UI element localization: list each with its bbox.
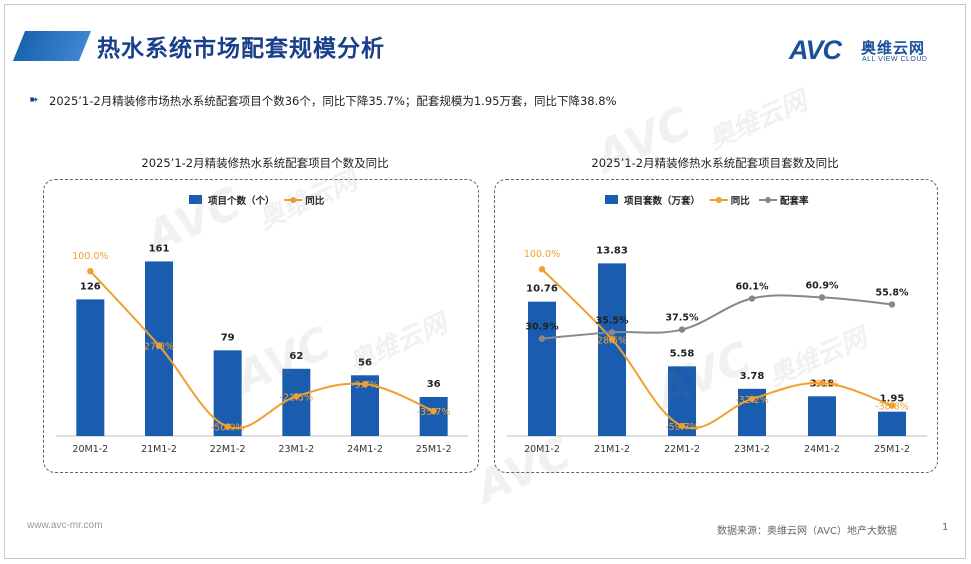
chart-1-yoy-point-22M1-2	[224, 423, 231, 430]
chart-1-yoy-point-20M1-2	[87, 268, 94, 275]
slide: 热水系统市场配套规模分析 AVC 奥维云网 ALL VIEW CLOUD ➽ 2…	[4, 4, 966, 559]
chart-2-x-tick-22M1-2: 22M1-2	[664, 444, 700, 455]
chart-2-ratio-label-20M1-2: 30.9%	[526, 322, 559, 333]
chart-2-ratio-label-23M1-2: 60.1%	[736, 282, 769, 293]
chart-1-legend-swatch-0	[189, 195, 202, 204]
chart-2-line-ratio	[541, 294, 893, 340]
chart-1-svg: 项目个数（个） 同比 126 20M1-2 161 21M1-2 79 22M1-2 62 23M…	[56, 195, 468, 455]
chart-2-line-yoy	[541, 268, 893, 429]
chart-2-ratio-point-20M1-2	[538, 335, 546, 342]
chart-2-x-tick-21M1-2: 21M1-2	[594, 444, 630, 455]
chart-1-x-tick-21M1-2: 21M1-2	[141, 444, 177, 455]
chart-2-yoy-label-24M1-2: -16.0%	[805, 379, 839, 390]
chart-2-bar-25M1-2	[878, 411, 906, 436]
chart-2-title: 2025’1-2月精装修热水系统配套项目套数及同比	[591, 156, 839, 170]
chart-1-yoy-point-21M1-2	[155, 342, 163, 349]
chart-2-bar-label-22M1-2: 5.58	[670, 348, 695, 359]
chart-1-yoy-point-23M1-2	[293, 393, 300, 400]
chart-1-yoy-label-23M1-2: -21.5%	[280, 392, 314, 403]
chart-1-yoy-label-22M1-2: -50.9%	[211, 423, 245, 434]
chart-1-yoy-label-24M1-2: -9.7%	[351, 380, 379, 391]
summary-text: 2025’1-2月精装修市场热水系统配套项目个数36个，同比下降35.7%；配套…	[49, 94, 617, 108]
chart-1-bar-20M1-2	[76, 299, 105, 436]
chart-2-yoy-label-21M1-2: 28.5%	[597, 335, 627, 346]
chart-2-legend-marker-1	[715, 197, 722, 203]
chart-1-legend-label-0: 项目个数（个）	[208, 195, 275, 207]
chart-2-bar-label-23M1-2: 3.78	[740, 371, 765, 382]
chart-1-bar-23M1-2	[282, 368, 311, 436]
logo-mark: AVC	[789, 35, 842, 65]
avc-logo: AVC 奥维云网 ALL VIEW CLOUD	[789, 35, 949, 75]
chart-2-ratio-label-24M1-2: 60.9%	[806, 280, 839, 291]
chart-2-yoy-label-25M1-2: -38.8%	[875, 401, 909, 412]
chart-1-bar-label-22M1-2: 79	[221, 332, 235, 343]
chart-1-bar-label-25M1-2: 36	[427, 379, 441, 390]
page-title: 热水系统市场配套规模分析	[97, 36, 385, 62]
chart-2-bar-label-21M1-2: 13.83	[596, 245, 628, 256]
chart-2-bar-21M1-2	[598, 263, 626, 436]
chart-1-x-tick-24M1-2: 24M1-2	[347, 444, 383, 455]
chart-2-legend-label-2: 配套率	[780, 195, 809, 207]
chart-2-legend-label-1: 同比	[731, 195, 751, 207]
chart-2-ratio-point-25M1-2	[888, 301, 896, 308]
chart-2-ratio-point-21M1-2	[608, 329, 616, 336]
chart-1-bar-label-23M1-2: 62	[289, 351, 303, 362]
chart-2-x-tick-25M1-2: 25M1-2	[874, 444, 910, 455]
chart-1-x-tick-25M1-2: 25M1-2	[416, 444, 452, 455]
watermark-cn-2: 奥维云网	[704, 85, 812, 156]
chart-2-yoy-point-23M1-2	[748, 395, 756, 403]
chart-1-x-tick-23M1-2: 23M1-2	[278, 444, 314, 455]
chart-1-x-tick-22M1-2: 22M1-2	[210, 444, 246, 455]
chart-2-yoy-label-22M1-2: -59.7%	[665, 422, 699, 433]
title-accent-bar	[12, 31, 92, 61]
chart-2-svg: 项目套数（万套） 同比 配套率 10.76 20M1-2 13.83 21M1-2 5.58 2…	[507, 195, 927, 455]
chart-2-ratio-label-22M1-2: 37.5%	[666, 313, 699, 324]
logo-cn: 奥维云网	[861, 39, 926, 57]
chart-2-yoy-point-20M1-2	[538, 266, 546, 273]
chart-2-ratio-label-21M1-2: 35.5%	[596, 315, 629, 326]
chart-2-x-tick-20M1-2: 20M1-2	[524, 444, 560, 455]
chart-2-legend-swatch-0	[605, 195, 618, 204]
chart-1-bar-label-20M1-2: 126	[80, 281, 101, 292]
chart-1-panel: 项目个数（个） 同比 126 20M1-2 161 21M1-2 79 22M1-2 62 23M…	[43, 179, 479, 473]
chart-1-line-yoy	[89, 270, 435, 430]
chart-2-yoy-point-21M1-2	[608, 336, 616, 343]
logo-en: ALL VIEW CLOUD	[862, 56, 928, 63]
chart-2-yoy-point-25M1-2	[888, 402, 896, 409]
footer-source: 数据来源：奥维云网（AVC）地产大数据	[717, 526, 898, 537]
chart-2-x-tick-24M1-2: 24M1-2	[804, 444, 840, 455]
chart-2-bar-label-20M1-2: 10.76	[526, 284, 558, 295]
footer-website: www.avc-mr.com	[27, 520, 103, 531]
page-number: 1	[942, 522, 949, 533]
chart-2-bar-24M1-2	[808, 396, 836, 436]
chart-1-bar-label-21M1-2: 161	[149, 243, 170, 254]
chart-2-yoy-label-20M1-2: 100.0%	[524, 249, 560, 260]
chart-2-bar-label-25M1-2: 1.95	[880, 394, 905, 405]
chart-2-yoy-point-22M1-2	[678, 422, 686, 430]
chart-2-ratio-label-25M1-2: 55.8%	[876, 287, 909, 298]
chart-2-ratio-point-22M1-2	[678, 326, 686, 333]
double-arrow-icon: ➽	[29, 93, 39, 106]
chart-2-ratio-point-23M1-2	[748, 295, 756, 302]
chart-1-yoy-point-25M1-2	[430, 407, 437, 415]
chart-2-legend-marker-2	[765, 197, 771, 203]
chart-1-x-tick-20M1-2: 20M1-2	[72, 444, 108, 455]
chart-2-ratio-point-24M1-2	[818, 294, 826, 301]
chart-1-bar-label-24M1-2: 56	[358, 357, 372, 368]
chart-2-bar-20M1-2	[528, 301, 556, 436]
chart-2-x-tick-23M1-2: 23M1-2	[734, 444, 770, 455]
chart-2-panel: 项目套数（万套） 同比 配套率 10.76 20M1-2 13.83 21M1-2 5.58 2…	[494, 179, 938, 473]
chart-1-yoy-label-21M1-2: 27.8%	[144, 342, 174, 353]
chart-1-yoy-label-20M1-2: 100.0%	[72, 251, 108, 262]
chart-1-yoy-point-24M1-2	[361, 380, 369, 388]
chart-1-title: 2025’1-2月精装修热水系统配套项目个数及同比	[141, 156, 389, 170]
chart-1-yoy-label-25M1-2: -35.7%	[417, 407, 451, 418]
chart-2-legend-label-0: 项目套数（万套）	[624, 195, 700, 207]
chart-2-yoy-point-24M1-2	[818, 379, 826, 387]
chart-1-legend-label-1: 同比	[305, 195, 325, 207]
chart-2-yoy-label-23M1-2: -32.2%	[735, 395, 769, 406]
chart-1-bar-25M1-2	[419, 396, 448, 436]
chart-1-legend-marker-1	[290, 197, 297, 203]
